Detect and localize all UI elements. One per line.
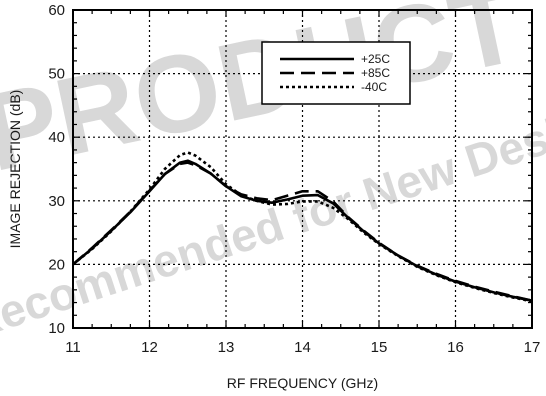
grid [73, 10, 532, 328]
series-line [72, 161, 533, 302]
y-axis-label: IMAGE REJECTION (dB) [7, 90, 23, 249]
series-line [72, 151, 533, 303]
y-tick-label: 30 [48, 193, 65, 210]
x-tick-label: 11 [65, 339, 81, 356]
x-tick-label: 14 [294, 339, 311, 356]
y-tick-label: 60 [48, 2, 65, 19]
legend-label: +85C [361, 66, 390, 80]
y-tick-label: 40 [48, 129, 65, 146]
x-tick-label: 17 [524, 339, 541, 356]
legend: +25C+85C-40C [261, 41, 411, 105]
x-tick-label: 12 [141, 339, 158, 356]
x-tick-label: 15 [371, 339, 388, 356]
series-group [72, 151, 533, 303]
y-tick-label: 10 [48, 320, 65, 337]
y-tick-label: 20 [48, 256, 65, 273]
x-axis-label: RF FREQUENCY (GHz) [227, 375, 378, 391]
legend-label: -40C [361, 80, 387, 94]
y-tick-label: 50 [48, 66, 65, 83]
tick-labels: 11 12 13 14 15 16 17 10 20 30 40 50 60 [48, 2, 540, 356]
x-tick-label: 16 [447, 339, 464, 356]
legend-label: +25C [361, 52, 390, 66]
x-tick-label: 13 [218, 339, 235, 356]
